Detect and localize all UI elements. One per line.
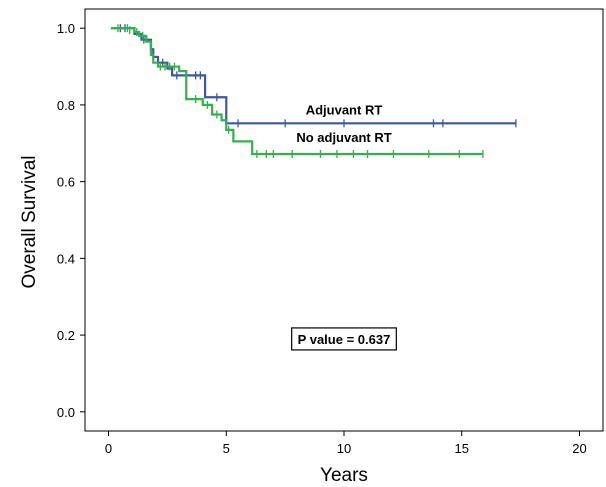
y-tick-label: 0.2 xyxy=(57,328,75,343)
y-tick-label: 0.0 xyxy=(57,405,75,420)
x-tick-label: 10 xyxy=(337,441,351,456)
survival-curve-line xyxy=(110,27,483,156)
series-annotations: Adjuvant RT No adjuvant RT xyxy=(296,103,391,146)
y-tick-label: 0.4 xyxy=(57,251,75,266)
x-axis: 0 5 10 15 20 xyxy=(105,431,587,456)
y-tick-label: 0.8 xyxy=(57,98,75,113)
y-tick-label: 0.6 xyxy=(57,175,75,190)
p-value-label: P value = 0.637 xyxy=(298,332,391,347)
y-tick-label: 1.0 xyxy=(57,21,75,36)
x-tick-label: 20 xyxy=(572,441,586,456)
y-axis-title: Overall Survival xyxy=(19,155,40,288)
x-tick-label: 15 xyxy=(454,441,468,456)
series-no-adjuvant-rt xyxy=(110,24,484,159)
plot-frame xyxy=(84,8,604,432)
y-axis: 0.0 0.2 0.4 0.6 0.8 1.0 xyxy=(57,21,85,420)
x-tick-label: 0 xyxy=(105,441,112,456)
x-axis-title: Years xyxy=(320,465,368,486)
x-tick-label: 5 xyxy=(223,441,230,456)
p-value-box: P value = 0.637 xyxy=(291,327,397,351)
series-annotation: No adjuvant RT xyxy=(296,130,391,145)
series-layer xyxy=(110,24,517,159)
p-value-border xyxy=(291,327,397,351)
series-annotation: Adjuvant RT xyxy=(306,103,383,118)
